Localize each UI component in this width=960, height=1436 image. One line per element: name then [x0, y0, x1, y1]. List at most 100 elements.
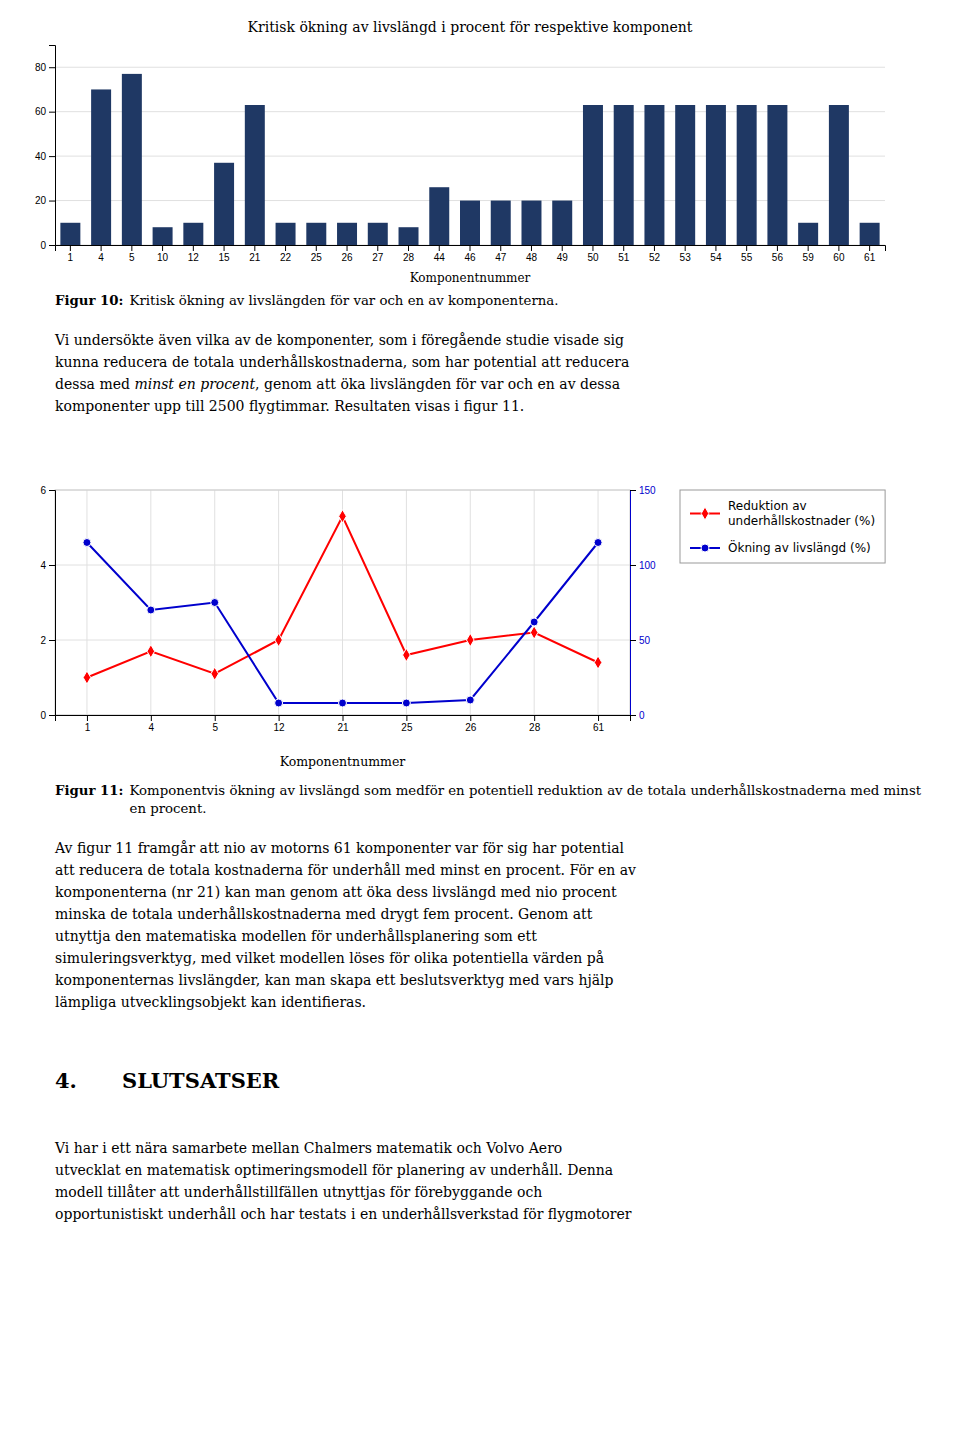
annotation: kunna reducera de totala underhållskostn…	[55, 354, 629, 370]
tick: 28	[403, 245, 415, 263]
annotation: opportunistiskt underhåll och har testat…	[55, 1206, 632, 1222]
tick: 49	[557, 245, 569, 263]
annotation: Kritisk ökning av livslängden för var oc…	[130, 293, 559, 308]
tick: 21	[337, 715, 349, 733]
tick-mark	[531, 245, 532, 251]
tick: 0	[40, 710, 55, 721]
tick: 55	[741, 245, 753, 263]
bar	[491, 201, 511, 245]
tick-mark	[715, 245, 716, 251]
grid-line	[278, 490, 279, 715]
tick: 26	[341, 245, 353, 263]
annotation: utnyttja den matematiska modellen för un…	[55, 928, 537, 944]
bar-chart: 1451012152122252627284446474849505152535…	[35, 46, 886, 264]
legend-label: Ökning av livslängd (%)	[728, 539, 871, 555]
tick-mark	[49, 245, 55, 246]
tick-label: 61	[593, 722, 605, 733]
tick-mark	[70, 245, 71, 251]
tick-mark	[151, 715, 152, 721]
tick-mark	[131, 245, 132, 251]
grid-line	[598, 490, 599, 715]
marker	[466, 696, 474, 704]
tick-mark	[598, 715, 599, 721]
tick: 52	[649, 245, 661, 263]
axis: 0246	[40, 485, 55, 721]
tick: 15	[219, 245, 231, 263]
marker	[530, 626, 538, 639]
tick-mark	[630, 715, 636, 716]
tick-label: 1	[68, 252, 74, 263]
tick-label: 25	[311, 252, 323, 263]
tick-mark	[49, 640, 55, 641]
tick: 5	[129, 245, 135, 263]
tick-mark	[808, 245, 809, 251]
tick-mark	[279, 715, 280, 721]
tick-label: 26	[341, 252, 353, 263]
annotation: minst en procent	[134, 376, 255, 392]
legend-marker	[701, 544, 709, 552]
marker	[339, 699, 347, 707]
annotation: , genom att öka livslängden för var och …	[255, 376, 620, 392]
tick-label: 55	[741, 252, 753, 263]
tick-label: 4	[40, 560, 46, 571]
text-block: Figur 10:Kritisk ökning av livslängden f…	[54, 293, 629, 415]
marker	[275, 699, 283, 707]
tick: 22	[280, 245, 292, 263]
tick-label: 27	[372, 252, 384, 263]
tick: 46	[464, 245, 476, 263]
annotation: komponenterna (nr 21) kan man genom att …	[55, 884, 617, 900]
marker	[594, 656, 602, 669]
bar	[122, 74, 142, 245]
tick-label: 12	[188, 252, 200, 263]
tick: 44	[434, 245, 446, 263]
tick-mark	[562, 245, 563, 251]
tick-mark	[500, 245, 501, 251]
tick: 56	[772, 245, 784, 263]
tick: 25	[401, 715, 413, 733]
tick-mark	[777, 245, 778, 251]
tick: 4	[40, 560, 55, 571]
tick-label: 44	[434, 252, 446, 263]
tick-mark	[406, 715, 407, 721]
marker	[83, 539, 91, 547]
marker	[147, 645, 155, 658]
tick-mark	[254, 245, 255, 251]
plot-frame	[55, 490, 630, 715]
tick: 25	[311, 245, 323, 263]
page: 1451012152122252627284446474849505152535…	[0, 0, 960, 1436]
tick: 48	[526, 245, 538, 263]
tick-label: 50	[587, 252, 599, 263]
annotation: SLUTSATSER	[122, 1068, 280, 1093]
tick-label: 12	[274, 722, 286, 733]
tick: 61	[864, 245, 876, 263]
legend-item: Reduktion avunderhållskostnader (%)	[690, 499, 875, 528]
legend-marker	[701, 507, 709, 520]
tick: 80	[35, 62, 55, 73]
tick-mark	[49, 490, 55, 491]
marker	[211, 667, 219, 680]
legend-box	[680, 490, 885, 563]
series-group	[83, 510, 602, 707]
tick-label: 48	[526, 252, 538, 263]
bar	[614, 105, 634, 245]
axis-line	[56, 716, 631, 722]
tick-label: 56	[772, 252, 784, 263]
tick: 1	[68, 245, 74, 263]
legend-item: Ökning av livslängd (%)	[690, 539, 871, 555]
tick: 4	[98, 245, 104, 263]
tick: 10	[157, 245, 169, 263]
tick-mark	[347, 245, 348, 251]
tick-mark	[746, 245, 747, 251]
tick: 0	[630, 710, 645, 721]
marker	[594, 539, 602, 547]
tick: 40	[35, 151, 55, 162]
tick: 21	[249, 245, 261, 263]
tick-label: 60	[833, 252, 845, 263]
tick: 12	[188, 245, 200, 263]
tick: 0	[40, 240, 55, 251]
tick-mark	[685, 245, 686, 251]
tick: 50	[630, 635, 651, 646]
tick-label: 21	[249, 252, 261, 263]
tick-mark	[49, 67, 55, 68]
bar	[829, 105, 849, 245]
